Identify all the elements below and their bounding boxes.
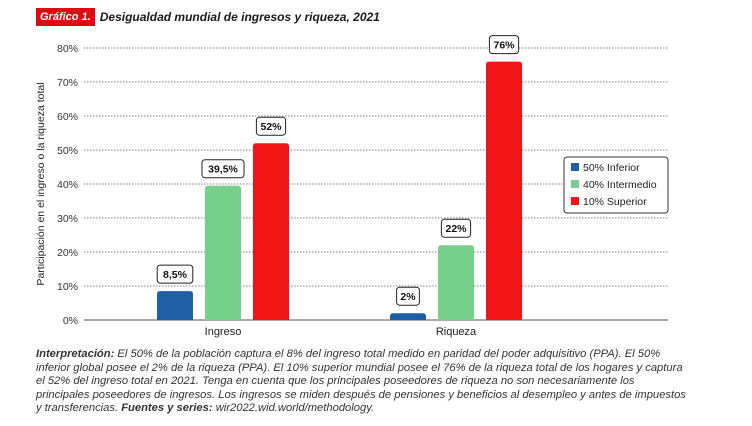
bar [486,61,522,320]
interpretation-label: Interpretación: [36,348,115,360]
bar [438,245,474,320]
data-label: 22% [445,223,467,235]
y-tick-label: 50% [57,145,78,157]
data-label-box [201,159,245,179]
sources-label: Fuentes y series: [121,402,213,415]
chart-header: Gráfico 1. Desigualdad mundial de ingres… [36,8,380,26]
y-tick-label: 70% [57,77,78,89]
sources-text: wir2022.wid.world/methodology. [212,402,375,415]
y-tick-label: 80% [57,43,78,55]
interpretation-text: El 50% de la población captura el 8% del… [36,348,686,415]
legend-swatch [571,163,579,171]
legend-label: 10% Superior [583,196,647,208]
data-label-box [255,116,287,136]
x-category-label: Riqueza [436,326,477,338]
data-label: 2% [400,291,416,303]
y-tick-label: 10% [57,281,78,293]
y-tick-label: 40% [57,179,78,191]
x-category-label: Ingreso [205,326,242,338]
interpretation-note: Interpretación: El 50% de la población c… [36,348,686,416]
data-label-box [396,286,420,306]
figure-number-badge: Gráfico 1. [36,8,95,26]
y-tick-label: 0% [63,315,78,327]
legend-swatch [571,197,579,205]
y-axis-label: Participación en el ingreso o la riqueza… [35,82,47,285]
data-label: 52% [260,121,282,133]
data-label: 39,5% [208,164,238,176]
legend-box [563,156,669,214]
y-tick-label: 60% [57,111,78,123]
bar [157,291,193,320]
chart-canvas: 0% 10% 20% 30% 40% 50% 60% 70% 80% Participación … [35,35,669,338]
bar [390,313,426,320]
legend-label: 40% Intermedio [583,179,657,191]
data-label: 8,5% [163,269,188,281]
legend-label: 50% Inferior [583,162,640,174]
bar [253,143,289,320]
chart-title: Desigualdad mundial de ingresos y riquez… [99,10,380,24]
bar [205,185,241,320]
y-tick-label: 20% [57,247,78,259]
y-tick-label: 30% [57,213,78,225]
data-label: 76% [493,40,515,52]
data-label-box [488,35,520,55]
data-label-box [156,264,194,284]
data-label-box [440,218,472,238]
legend-swatch [571,180,579,188]
